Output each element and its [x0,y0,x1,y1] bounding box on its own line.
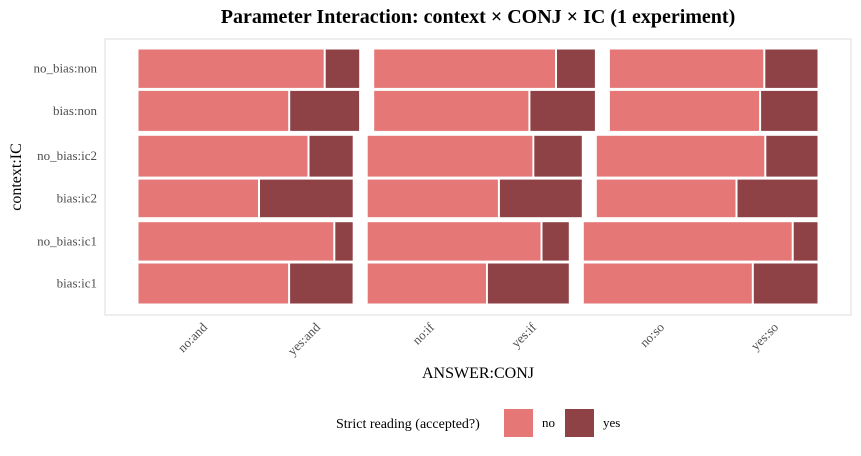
x-tick-labels: no:and yes:and no:if yes:if no:so yes:so [174,319,781,358]
cell-bias:ic1-and-yes [289,262,354,305]
y-tick-labels: no_bias:non bias:non no_bias:ic2 bias:ic2 no… [33,61,97,291]
cell-bias:non-so-yes [760,89,819,132]
x-tick-label: no:if [409,319,437,347]
cell-no_bias:ic1-so-no [582,221,793,262]
cell-bias:ic2-and-yes [259,178,354,219]
cell-no_bias:ic2-if-no [366,134,534,178]
cell-no_bias:ic1-if-no [366,221,542,262]
cell-no_bias:non-so-no [608,48,765,89]
cell-bias:non-so-no [608,89,761,132]
cell-no_bias:ic1-and-yes [334,221,354,262]
cell-no_bias:ic2-and-yes [308,134,354,178]
y-tick-label: no_bias:ic1 [37,233,97,248]
cell-bias:non-if-no [373,89,530,132]
cell-bias:ic1-so-no [582,262,753,305]
cell-no_bias:non-so-yes [764,48,819,89]
cell-no_bias:ic2-so-yes [765,134,819,178]
x-tick-label: yes:so [748,320,782,354]
cell-bias:ic2-so-yes [736,178,819,219]
legend-swatch-yes [565,409,594,437]
cell-no_bias:ic1-and-no [137,221,335,262]
x-tick-label: yes:if [508,319,540,351]
cell-no_bias:ic1-if-yes [541,221,570,262]
cell-bias:ic2-if-no [366,178,499,219]
x-tick-label: yes:and [284,319,323,358]
y-tick-label: bias:non [53,103,98,118]
cell-bias:non-and-no [137,89,290,132]
cell-bias:ic2-and-no [137,178,259,219]
cell-no_bias:ic1-so-yes [792,221,819,262]
cell-no_bias:non-if-yes [556,48,596,89]
y-tick-label: no_bias:ic2 [37,148,97,163]
legend: Strict reading (accepted?) no yes [336,409,620,437]
legend-label-no: no [542,415,555,430]
y-tick-label: bias:ic2 [57,190,97,205]
x-axis-title: ANSWER:CONJ [422,365,534,382]
legend-title: Strict reading (accepted?) [336,417,480,432]
cell-no_bias:non-and-no [137,48,325,89]
y-axis-title: context:IC [8,143,25,211]
chart-title: Parameter Interaction: context × CONJ × … [221,6,736,28]
x-tick-label: no:and [174,319,210,355]
cell-bias:non-if-yes [529,89,596,132]
cell-bias:ic2-if-yes [498,178,583,219]
cell-no_bias:non-and-yes [324,48,361,89]
cell-no_bias:non-if-no [373,48,557,89]
legend-label-yes: yes [603,415,620,430]
legend-swatch-no [504,409,533,437]
y-tick-label: no_bias:non [33,61,97,76]
mosaic-cells [137,48,819,305]
x-tick-label: no:so [637,320,668,351]
cell-no_bias:ic2-so-no [595,134,766,178]
y-tick-label: bias:ic1 [57,276,97,291]
cell-bias:ic1-if-yes [486,262,570,305]
cell-bias:ic1-and-no [137,262,290,305]
cell-bias:non-and-yes [289,89,361,132]
cell-bias:ic1-so-yes [752,262,819,305]
cell-no_bias:ic2-and-no [137,134,309,178]
cell-bias:ic2-so-no [595,178,737,219]
cell-no_bias:ic2-if-yes [533,134,583,178]
cell-bias:ic1-if-no [366,262,488,305]
